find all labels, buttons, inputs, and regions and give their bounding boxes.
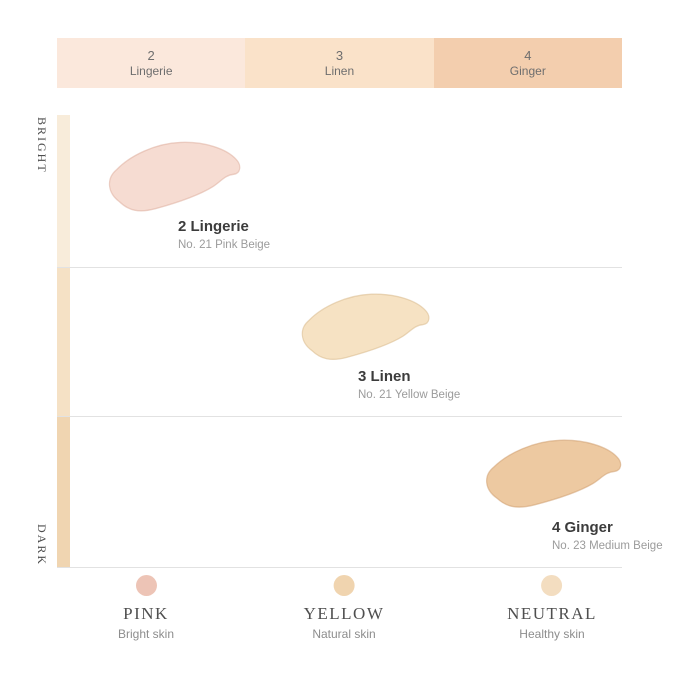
segment-number: 3 [335,48,344,63]
shade-name: 4 Ginger [552,519,613,536]
undertone-title: PINK [123,604,169,623]
undertone-title: YELLOW [303,604,385,623]
bar-segment-medium [57,267,70,416]
row-divider [57,567,622,568]
header-segment-ginger: 4 Ginger [433,38,622,88]
row-label-ginger: 4 Ginger No. 23 Medium Beige [552,518,663,554]
legend-item-yellow: YELLOW Natural skin [304,575,385,641]
undertone-sub: Natural skin [312,626,376,641]
axis-label-dark: DARK [35,524,49,567]
bar-segment-bright [57,115,70,267]
undertone-sub: Healthy skin [519,626,585,641]
shade-scale-header: 2 Lingerie 3 Linen 4 Ginger [57,38,622,88]
brightness-gradient-bar [57,115,70,568]
smear-swatch-linen [301,293,430,360]
bar-segment-dark [57,416,70,568]
shade-code: No. 21 Yellow Beige [358,389,461,401]
segment-name: Linen [324,64,355,78]
segment-name: Lingerie [129,64,173,78]
header-segment-linen: 3 Linen [245,38,434,88]
undertone-sub: Bright skin [117,626,175,641]
smear-shape [108,141,241,212]
row-divider [57,416,622,417]
row-label-linen: 3 Linen No. 21 Yellow Beige [358,367,460,403]
segment-number: 2 [147,48,155,63]
yellow-shade-dot [333,575,355,596]
row-divider [57,267,622,268]
neutral-shade-dot [541,575,563,596]
legend-item-pink: PINK Bright skin [118,575,174,641]
smear-shape [301,293,430,360]
row-label-lingerie: 2 Lingerie No. 21 Pink Beige [178,217,270,253]
undertone-title: NEUTRAL [507,604,597,623]
header-segment-lingerie: 2 Lingerie [57,38,246,88]
shade-code: No. 23 Medium Beige [552,540,663,552]
smear-swatch-ginger [486,439,622,508]
axis-label-bright: BRIGHT [35,117,49,174]
shade-name: 2 Lingerie [178,218,249,235]
pink-shade-dot [135,575,157,596]
legend-item-neutral: NEUTRAL Healthy skin [507,575,597,641]
smear-shape [486,439,622,508]
shade-code: No. 21 Pink Beige [178,239,271,251]
segment-name: Ginger [509,64,546,78]
smear-swatch-lingerie [108,141,241,212]
segment-number: 4 [524,48,532,63]
shade-name: 3 Linen [358,368,411,385]
